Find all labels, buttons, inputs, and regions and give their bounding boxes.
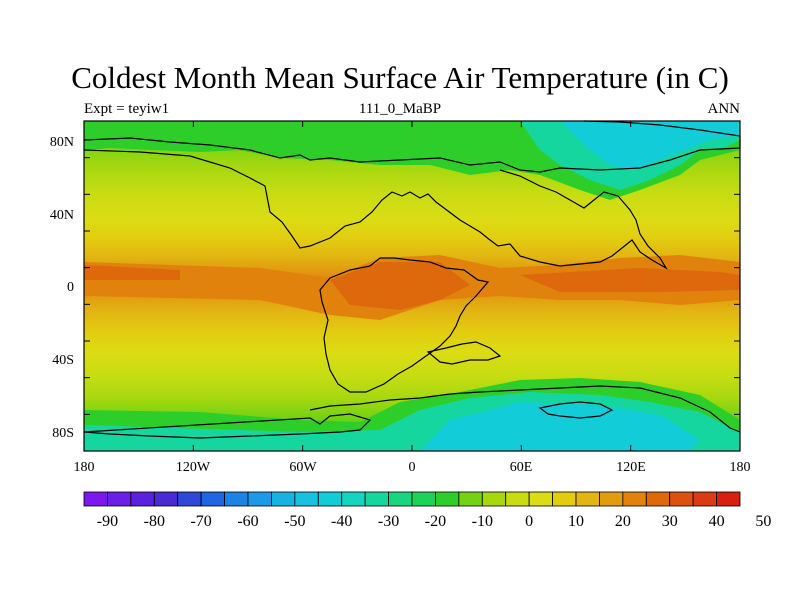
lon-tick-label: 60W: [289, 460, 317, 475]
colorbar-swatch: [599, 491, 624, 507]
lat-tick-label: 40S: [52, 353, 74, 368]
colorbar-swatch: [153, 491, 179, 507]
lat-tick-label: 80S: [52, 426, 74, 441]
colorbar-label: 40: [709, 513, 725, 530]
antarctic-coldest: [420, 402, 700, 451]
lon-tick-label: 120W: [176, 460, 211, 475]
colorbar-swatch: [622, 491, 647, 507]
colorbar-swatch: [271, 491, 296, 507]
lon-tick-label: 180: [730, 460, 751, 475]
colorbar-label: -60: [237, 513, 258, 530]
colorbar-label: -20: [425, 513, 446, 530]
colorbar-swatch: [177, 491, 202, 507]
colorbar-swatch: [669, 491, 694, 507]
colorbar-label: -80: [144, 513, 165, 530]
colorbar-swatch: [505, 491, 530, 507]
colorbar-swatch: [224, 491, 249, 507]
tick-marks: [83, 120, 741, 452]
southern-island-outline: [538, 401, 614, 419]
colorbar-swatch: [692, 491, 717, 507]
lon-tick-label: 120E: [616, 460, 646, 475]
latitude-labels: 80N 40N 0 40S 80S: [50, 135, 74, 441]
colorbar: [83, 491, 741, 507]
colorbar-swatch: [528, 491, 553, 507]
longitude-labels: 180 120W 60W 0 60E 120E 180: [74, 460, 751, 475]
lon-tick-label: 180: [74, 460, 95, 475]
lon-tick-label: 60E: [510, 460, 533, 475]
arctic-coldest: [560, 121, 740, 170]
colorbar-swatch: [552, 491, 577, 507]
colorbar-label: 10: [568, 513, 584, 530]
colorbar-swatch: [388, 491, 413, 507]
colorbar-label: -50: [284, 513, 305, 530]
chart-title: Coldest Month Mean Surface Air Temperatu…: [71, 60, 729, 95]
southern-landmass-outline: [426, 341, 502, 365]
colorbar-swatch: [411, 491, 436, 507]
colorbar-label: -70: [190, 513, 211, 530]
colorbar-swatch: [645, 491, 671, 507]
colorbar-swatch: [341, 491, 366, 507]
lon-tick-label: 0: [409, 460, 416, 475]
colorbar-swatch: [294, 491, 319, 507]
period-label: 111_0_MaBP: [358, 101, 442, 117]
indian-warm-core: [520, 268, 740, 292]
map-field: [84, 121, 740, 451]
colorbar-swatch: [83, 491, 108, 507]
colorbar-label: 20: [615, 513, 631, 530]
pacific-warm-core: [84, 265, 180, 280]
colorbar-swatch: [364, 491, 389, 507]
colorbar-swatch: [107, 491, 132, 507]
eurasia-outline: [83, 149, 668, 270]
colorbar-swatch: [481, 491, 507, 507]
lat-tick-label: 80N: [50, 135, 74, 150]
antarctica-outline: [83, 385, 741, 439]
colorbar-label: 50: [755, 513, 771, 530]
colorbar-labels: -90 -80 -70 -60 -50 -40 -30 -20 -10 0 10 20 30 40 50: [97, 513, 772, 530]
lat-tick-label: 40N: [50, 208, 74, 223]
colorbar-label: -30: [378, 513, 399, 530]
colorbar-swatch: [458, 491, 483, 507]
colorbar-swatch: [716, 491, 741, 507]
colorbar-swatch: [575, 491, 600, 507]
colorbar-swatch: [435, 491, 460, 507]
colorbar-label: 0: [525, 513, 533, 530]
colorbar-label: -90: [97, 513, 118, 530]
colorbar-label: -40: [331, 513, 352, 530]
colorbar-label: -10: [472, 513, 493, 530]
experiment-label: Expt = teyiw1: [84, 101, 170, 117]
colorbar-label: 30: [662, 513, 678, 530]
lat-tick-label: 0: [67, 280, 74, 295]
gondwana-central-outline: [319, 257, 490, 393]
colorbar-swatch: [130, 491, 155, 507]
season-label: ANN: [707, 101, 741, 117]
colorbar-swatch: [247, 491, 272, 507]
tropical-hot-core: [330, 262, 470, 310]
colorbar-swatch: [317, 491, 343, 507]
colorbar-swatch: [200, 491, 225, 507]
continent-outlines: [83, 120, 741, 439]
